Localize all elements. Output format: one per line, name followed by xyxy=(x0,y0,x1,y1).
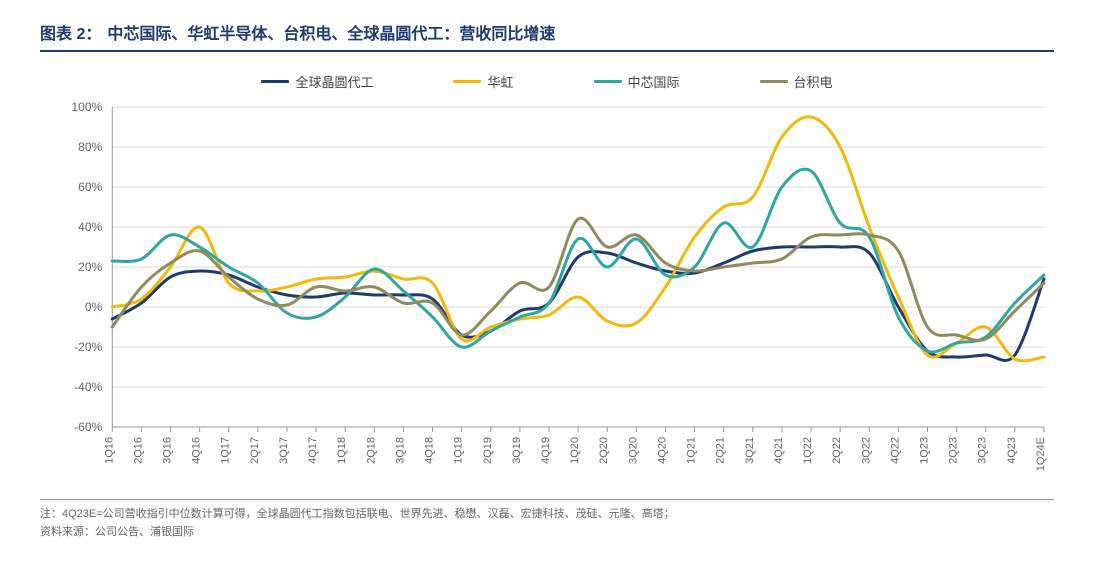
x-tick-label: 3Q23 xyxy=(977,437,989,464)
legend-swatch xyxy=(261,80,289,83)
chart-svg: -60% -40% -20% 0% 20% 40% 60% 80% 100% 1Q16 2Q16 3Q… xyxy=(40,97,1054,487)
legend-label: 全球晶圆代工 xyxy=(295,72,373,91)
x-tick-label: 1Q17 xyxy=(220,437,232,464)
x-tick-label: 4Q18 xyxy=(424,437,436,464)
line-chart: -60% -40% -20% 0% 20% 40% 60% 80% 100% 1Q16 2Q16 3Q… xyxy=(40,97,1054,487)
y-tick-label: -20% xyxy=(74,340,102,354)
x-tick-label: 1Q20 xyxy=(569,437,581,464)
legend-item: 全球晶圆代工 xyxy=(261,72,373,91)
x-tick-label: 4Q19 xyxy=(540,437,552,464)
x-tick-label: 1Q18 xyxy=(336,437,348,464)
y-tick-label: 100% xyxy=(71,100,102,114)
x-tick-label: 4Q23 xyxy=(1006,437,1018,464)
x-tick-label: 2Q20 xyxy=(598,437,610,464)
x-tick-label: 4Q22 xyxy=(889,437,901,464)
x-tick-label: 3Q18 xyxy=(394,437,406,464)
figure-container: 图表 2： 中芯国际、华虹半导体、台积电、全球晶圆代工：营收同比增速 全球晶圆代… xyxy=(0,0,1094,577)
y-tick-label: -60% xyxy=(74,420,102,434)
y-tick-label: 20% xyxy=(78,260,102,274)
legend-item: 华虹 xyxy=(453,72,513,91)
x-tick-label: 1Q21 xyxy=(686,437,698,464)
legend-swatch xyxy=(594,80,622,83)
x-tick-label: 3Q21 xyxy=(744,437,756,464)
y-tick-label: 0% xyxy=(85,300,103,314)
x-tick-label: 3Q17 xyxy=(278,437,290,464)
x-tick-label: 1Q19 xyxy=(453,437,465,464)
x-tick-label: 2Q23 xyxy=(948,437,960,464)
x-tick-label: 2Q22 xyxy=(831,437,843,464)
legend-label: 华虹 xyxy=(487,72,513,91)
x-tick-label: 2Q19 xyxy=(482,437,494,464)
x-tick-label: 3Q20 xyxy=(627,437,639,464)
x-tick-label: 2Q17 xyxy=(249,437,261,464)
legend: 全球晶圆代工 华虹 中芯国际 台积电 xyxy=(40,72,1054,91)
x-tick-label: 2Q21 xyxy=(715,437,727,464)
x-tick-label: 3Q16 xyxy=(161,437,173,464)
x-tick-label: 1Q16 xyxy=(103,437,115,464)
figure-footer: 注：4Q23E=公司营收指引中位数计算可得，全球晶圆代工指数包括联电、世界先进、… xyxy=(40,499,1054,541)
figure-title-row: 图表 2： 中芯国际、华虹半导体、台积电、全球晶圆代工：营收同比增速 xyxy=(40,20,1054,52)
x-tick-label: 1Q24E xyxy=(1035,437,1047,471)
y-tick-label: -40% xyxy=(74,380,102,394)
x-tick-label: 4Q21 xyxy=(773,437,785,464)
x-tick-label: 2Q18 xyxy=(365,437,377,464)
x-tick-label: 1Q22 xyxy=(802,437,814,464)
y-tick-label: 80% xyxy=(78,140,102,154)
y-tick-label: 40% xyxy=(78,220,102,234)
x-tick-label: 4Q20 xyxy=(656,437,668,464)
y-tick-label: 60% xyxy=(78,180,102,194)
x-tick-label: 3Q22 xyxy=(860,437,872,464)
legend-swatch xyxy=(760,80,788,83)
x-tick-label: 4Q17 xyxy=(307,437,319,464)
legend-label: 台积电 xyxy=(794,72,833,91)
source-text: 资料来源：公司公告、浦银国际 xyxy=(40,524,1054,542)
x-tick-label: 3Q19 xyxy=(511,437,523,464)
x-tick-label: 4Q16 xyxy=(191,437,203,464)
x-tick-label: 2Q16 xyxy=(132,437,144,464)
footnote-text: 注：4Q23E=公司营收指引中位数计算可得，全球晶圆代工指数包括联电、世界先进、… xyxy=(40,506,1054,524)
legend-label: 中芯国际 xyxy=(628,72,680,91)
legend-swatch xyxy=(453,80,481,83)
legend-item: 台积电 xyxy=(760,72,833,91)
title-text: 中芯国际、华虹半导体、台积电、全球晶圆代工：营收同比增速 xyxy=(107,20,555,44)
legend-item: 中芯国际 xyxy=(594,72,680,91)
x-tick-label: 1Q23 xyxy=(918,437,930,464)
title-prefix: 图表 2： xyxy=(40,20,101,44)
